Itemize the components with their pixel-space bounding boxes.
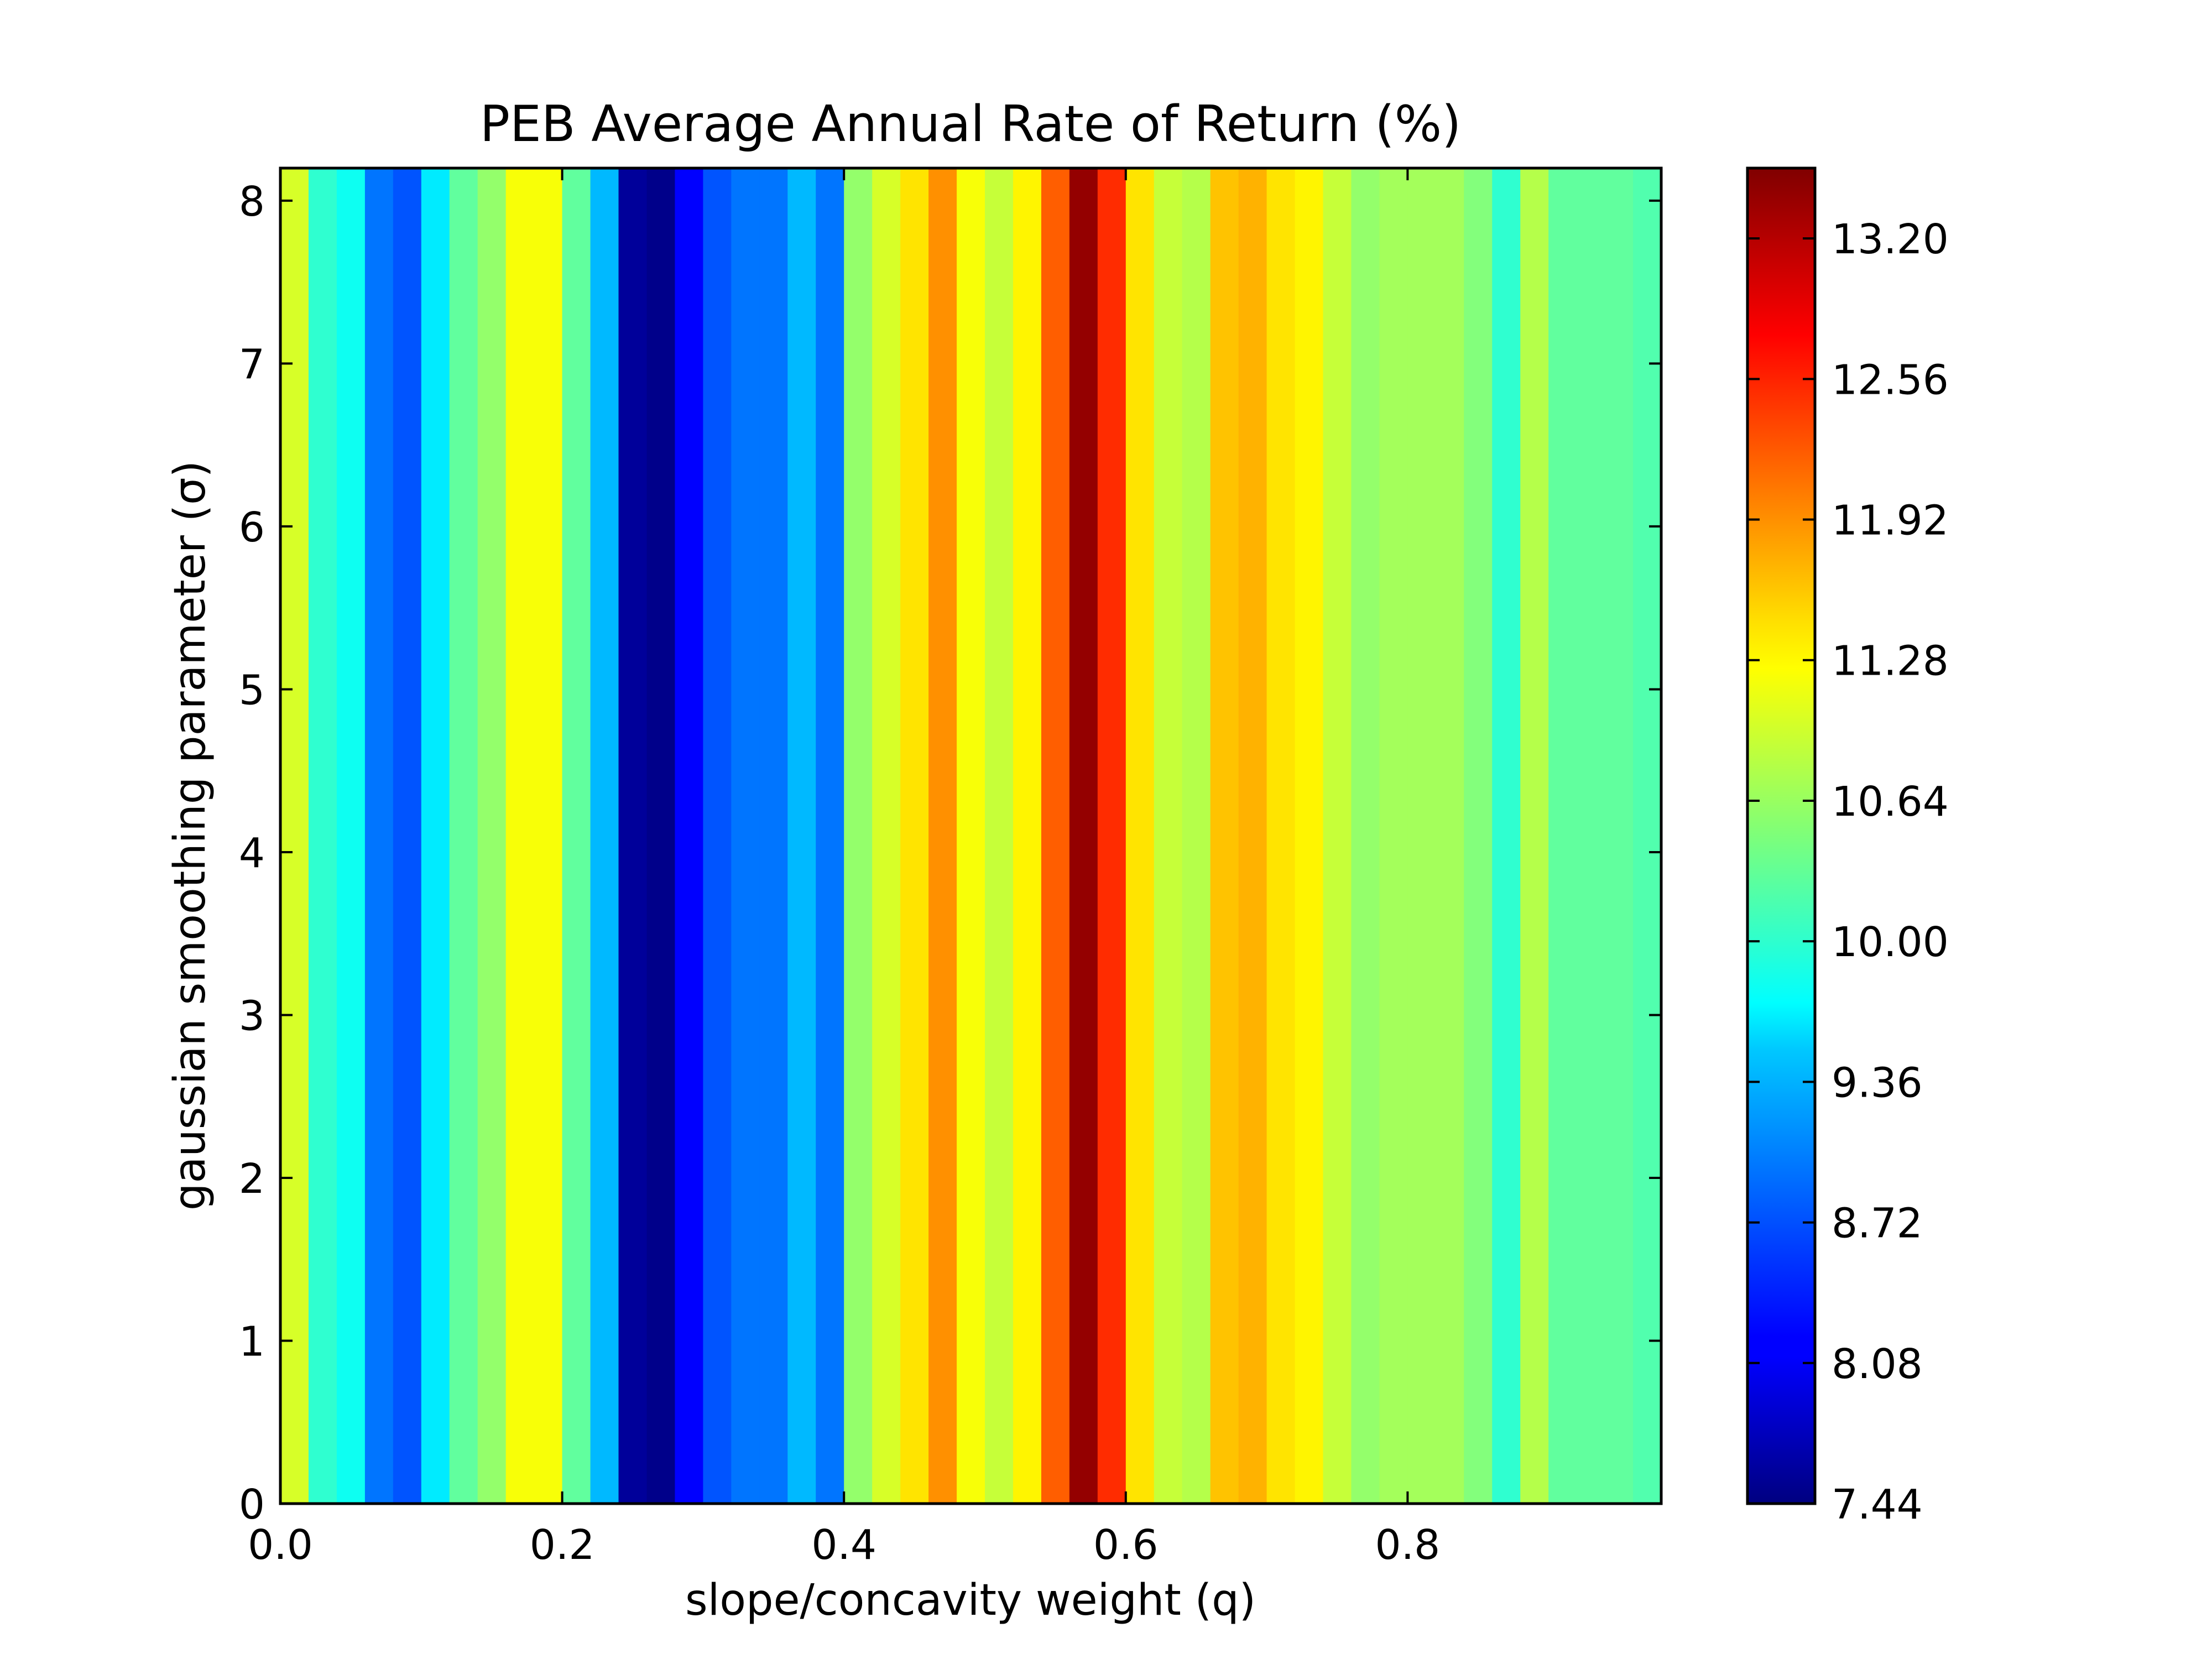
heatmap-column [675,168,704,1504]
y-tick-label: 8 [239,178,265,226]
heatmap-column [1210,168,1239,1504]
heatmap-column [1464,168,1493,1504]
heatmap-column [1605,168,1634,1504]
heatmap-column [844,168,873,1504]
heatmap-column [1520,168,1549,1504]
x-tick-label: 0.2 [530,1521,595,1569]
y-tick-label: 6 [239,504,265,551]
heatmap-column [1379,168,1408,1504]
heatmap-column [1436,168,1465,1504]
heatmap-column [1407,168,1437,1504]
heatmap-column [1633,168,1662,1504]
heatmap-column [1351,168,1380,1504]
heatmap-column [1069,168,1098,1504]
heatmap-column [1125,168,1155,1504]
heatmap-column [1013,168,1042,1504]
heatmap-column [336,168,366,1504]
heatmap-column [1577,168,1605,1504]
heatmap-column [1492,168,1521,1504]
heatmap-column [872,168,901,1504]
heatmap-column [1323,168,1352,1504]
colorbar-tick-label: 7.44 [1832,1481,1923,1528]
heatmap-column [731,168,760,1504]
colorbar-tick-label: 8.08 [1832,1340,1923,1388]
heatmap-column [449,168,478,1504]
colorbar-tick-label: 10.00 [1832,919,1949,966]
y-axis-label: gaussian smoothing parameter (σ) [165,461,215,1211]
heatmap-column [816,168,844,1504]
heatmap-column [1548,168,1577,1504]
colorbar [1746,166,1817,1505]
heatmap-column [477,168,507,1504]
chart-title: PEB Average Annual Rate of Return (%) [480,95,1461,153]
heatmap-column [364,168,394,1504]
colorbar-tick-label: 13.20 [1832,216,1949,263]
heatmap-column [308,168,337,1504]
y-tick-label: 4 [239,830,265,877]
heatmap-column [590,168,619,1504]
heatmap-column [1097,168,1126,1504]
heatmap-column [703,168,732,1504]
colorbar-tick-label: 9.36 [1832,1059,1923,1107]
heatmap-cells [280,168,1662,1504]
colorbar-tick-label: 12.56 [1832,356,1949,404]
heatmap-column [1182,168,1211,1504]
colorbar-tick-label: 11.92 [1832,497,1949,545]
heatmap-column [957,168,985,1504]
heatmap-column [1238,168,1267,1504]
heatmap-column [1295,168,1324,1504]
heatmap-column [900,168,929,1504]
heatmap-column [759,168,789,1504]
heatmap-column [505,168,535,1504]
plot-frame [279,166,1663,1505]
heatmap-column [1154,168,1183,1504]
x-tick-label: 0.6 [1093,1521,1159,1569]
y-axis-ticks: 0 1 2 3 4 5 6 7 8 [239,178,1661,1528]
colorbar-tick-label: 8.72 [1832,1200,1923,1248]
y-tick-label: 0 [239,1481,265,1528]
heatmap-column [984,168,1014,1504]
x-axis-label: slope/concavity weight (q) [685,1575,1256,1625]
y-tick-label: 1 [239,1318,265,1365]
heatmap-column [1041,168,1070,1504]
heatmap-column [618,168,648,1504]
x-axis-ticks: 0.0 0.2 0.4 0.6 0.8 [248,168,1440,1569]
heatmap-column [280,168,309,1504]
heatmap-column [562,168,591,1504]
heatmap-column [928,168,957,1504]
colorbar-ticks: 7.44 8.08 8.72 9.36 10.00 10.64 11.28 11.92 12.5… [1747,216,1949,1528]
heatmap-column [646,168,676,1504]
y-tick-label: 5 [239,666,265,714]
heatmap-column [534,168,563,1504]
heatmap-column [421,168,450,1504]
x-tick-label: 0.0 [248,1521,313,1569]
heatmap-column [393,168,422,1504]
colorbar-tick-label: 11.28 [1832,638,1949,685]
x-tick-label: 0.4 [811,1521,877,1569]
y-tick-label: 2 [239,1155,265,1203]
heatmap-column [787,168,817,1504]
y-tick-label: 7 [239,341,265,388]
heatmap-column [1266,168,1296,1504]
colorbar-tick-label: 10.64 [1832,778,1949,826]
x-tick-label: 0.8 [1375,1521,1441,1569]
y-tick-label: 3 [239,992,265,1040]
